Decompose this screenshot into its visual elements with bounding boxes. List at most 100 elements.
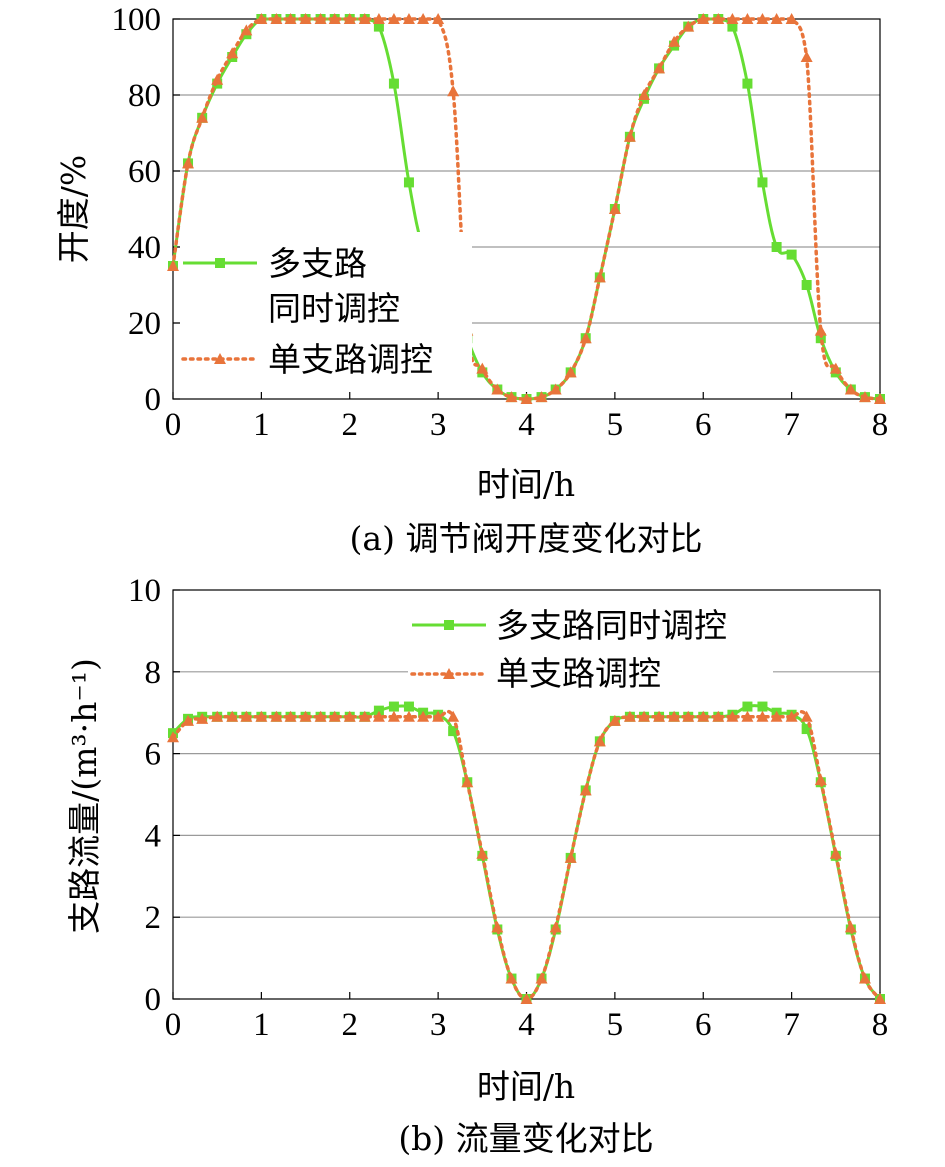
chart-b-x-tick-label: 5 [607, 1007, 624, 1043]
chart-b-x-tick-label: 7 [783, 1007, 800, 1043]
chart-b-point-single [284, 710, 297, 722]
chart-b-point-single [712, 710, 725, 722]
chart-a-point-single [858, 391, 871, 403]
chart-a-point-single [785, 13, 798, 24]
chart-b-x-tick-label: 2 [342, 1007, 359, 1043]
chart-a-point-single [697, 13, 710, 24]
chart-a-y-label: 开度/% [54, 155, 93, 263]
chart-b-y-tick-label: 8 [145, 655, 162, 691]
chart-a-point-single [402, 13, 415, 24]
chart-b-point-single [579, 784, 592, 796]
chart-b-legend-marker-multi [444, 620, 454, 630]
chart-a-point-multi [801, 280, 812, 290]
chart-a-y-tick-label: 100 [112, 2, 162, 38]
chart-b-point-single [343, 710, 356, 722]
chart-a-point-single [668, 35, 681, 47]
chart-b-point-single [726, 710, 739, 722]
chart-b-point-single [299, 710, 312, 722]
chart-b-point-single [697, 710, 710, 722]
chart-a-point-single [270, 13, 283, 24]
chart-a-point-single [770, 13, 783, 24]
chart-a-point-single [756, 13, 769, 24]
chart-b-legend-marker-single [443, 668, 455, 679]
chart-a-point-single [814, 324, 827, 336]
chart-b-series-line-multi [171, 704, 882, 1001]
chart-b-point-single [829, 847, 842, 859]
chart-a-x-tick-label: 8 [872, 407, 889, 443]
chart-a-point-single [520, 393, 533, 404]
chart-b-point-single [476, 847, 489, 859]
chart-b-point-single [226, 710, 239, 722]
chart-a-point-single [638, 89, 651, 100]
chart-a-y-tick-label: 80 [128, 78, 161, 114]
chart-a-point-multi [403, 177, 414, 188]
chart-a-legend-marker-single [214, 353, 226, 364]
chart-b-legend-label-multi: 多支路同时调控 [496, 606, 727, 645]
chart-b-point-single [874, 993, 886, 1004]
chart-a-point-multi [388, 78, 399, 89]
chart-b-x-tick-label: 8 [872, 1007, 889, 1043]
chart-b-point-single [358, 710, 371, 722]
chart-b: 0 2 4 6 8 10 0 1 2 3 4 5 6 7 8 多支路同时调控 单支路调控 时间/h 支路流… [65, 573, 888, 1158]
chart-b-point-single [638, 710, 651, 722]
chart-a-point-multi [742, 78, 753, 89]
chart-b-point-single [491, 921, 504, 933]
chart-a-point-single [549, 383, 562, 395]
chart-b-y-label: 支路流量/(m³·h⁻¹) [65, 658, 104, 934]
chart-b-series-line-single [171, 709, 882, 1001]
chart-b-point-single [756, 710, 769, 722]
chart-b-point-single [182, 714, 195, 726]
chart-a-y-tick-label: 0 [145, 382, 162, 418]
chart-b-point-single [564, 851, 577, 863]
chart-b-point-single [505, 972, 518, 984]
chart-b-y-tick-label: 0 [145, 982, 162, 1018]
chart-a-point-single [491, 383, 504, 395]
chart-a-point-single [447, 85, 460, 97]
chart-b-x-tick-label: 4 [518, 1007, 535, 1043]
chart-b-point-single [741, 710, 754, 722]
chart-b-x-tick-label: 6 [695, 1007, 712, 1043]
chart-b-legend: 多支路同时调控 单支路调控 [408, 600, 773, 693]
chart-b-x-ticks: 0 1 2 3 4 5 6 7 8 [165, 992, 889, 1043]
chart-b-point-single [314, 710, 327, 722]
chart-b-point-single [387, 710, 400, 722]
chart-a-point-single [432, 13, 445, 24]
chart-b-point-multi [448, 726, 459, 737]
chart-a-point-single [593, 271, 606, 283]
chart-a-point-single [299, 13, 312, 24]
chart-b-x-tick-label: 1 [253, 1007, 270, 1043]
chart-b-y-tick-label: 10 [128, 573, 161, 609]
chart-b-point-single [608, 714, 621, 726]
chart-a-point-single [712, 13, 725, 24]
chart-b-point-single [447, 710, 460, 722]
chart-a-y-tick-label: 20 [128, 306, 161, 342]
chart-b-x-tick-label: 0 [165, 1007, 182, 1043]
chart-b-point-single [461, 776, 474, 788]
chart-a-point-multi [727, 21, 738, 32]
chart-b-series [167, 701, 886, 1004]
chart-a-point-single [372, 13, 385, 24]
chart-b-x-tick-label: 3 [430, 1007, 447, 1043]
chart-b-point-single [785, 710, 798, 722]
chart-a-point-single [741, 13, 754, 24]
chart-b-point-single [535, 972, 548, 984]
chart-a-x-tick-label: 7 [783, 407, 800, 443]
chart-b-point-single [402, 710, 415, 722]
chart-b-x-label: 时间/h [477, 1067, 575, 1106]
chart-b-point-single [653, 710, 666, 722]
chart-a-point-single [387, 13, 400, 24]
chart-a-point-single [328, 13, 341, 24]
chart-a-x-label: 时间/h [477, 465, 575, 504]
chart-a-point-single [182, 157, 195, 169]
chart-a-point-single [240, 24, 253, 36]
chart-a-y-ticks: 0 20 40 60 80 100 [112, 2, 180, 418]
chart-a-x-tick-label: 2 [342, 407, 359, 443]
chart-b-point-single [328, 710, 341, 722]
chart-b-point-single [593, 735, 606, 747]
chart-a-legend-marker-multi [215, 258, 225, 268]
chart-b-point-single [682, 710, 695, 722]
chart-a-point-single [211, 73, 224, 85]
chart-a-point-single [726, 13, 739, 24]
chart-b-point-single [549, 921, 562, 933]
chart-a-legend: 多支路 同时调控 单支路调控 [180, 232, 472, 380]
